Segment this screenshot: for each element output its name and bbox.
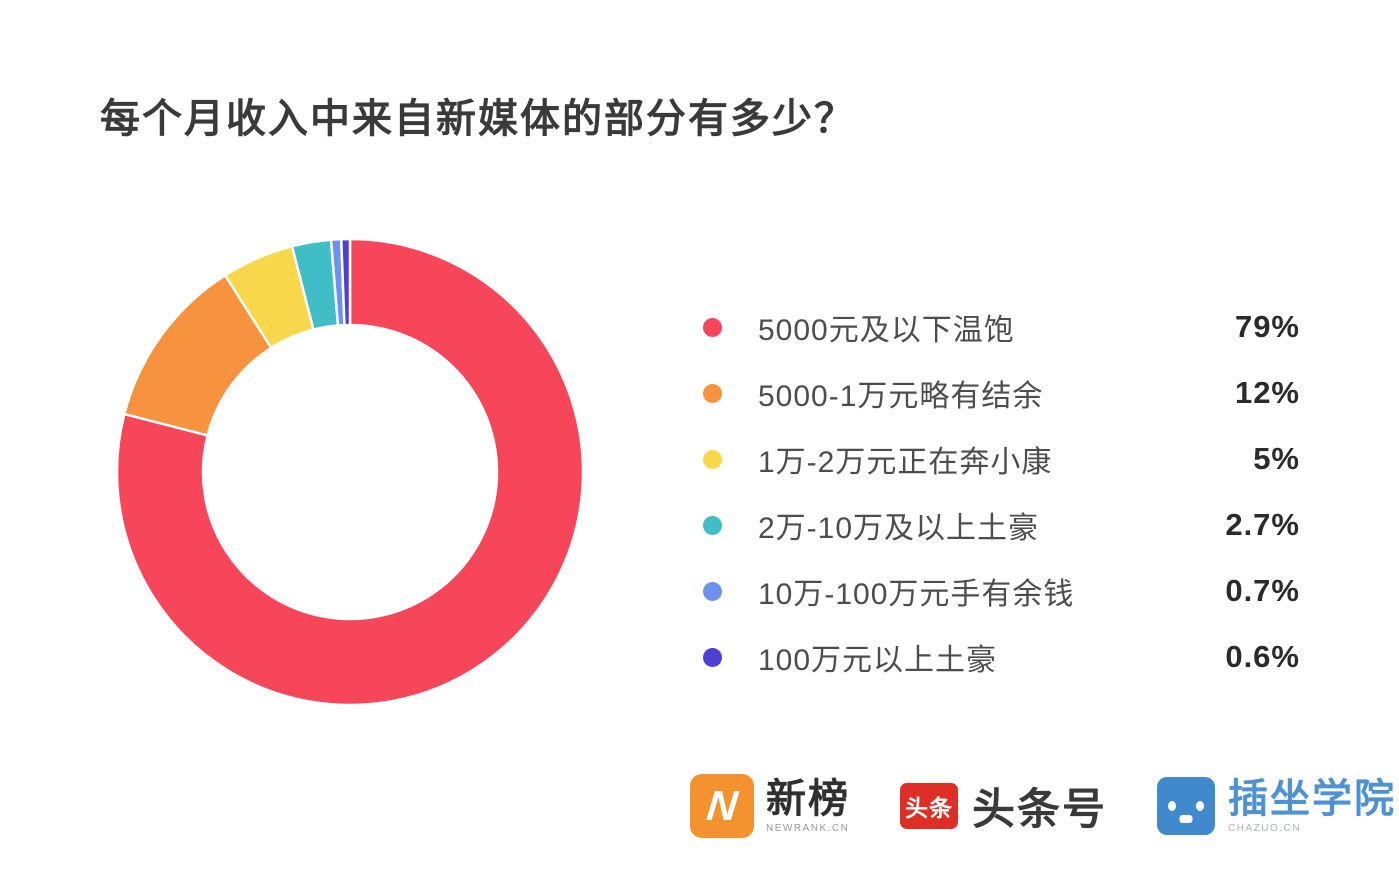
- legend-dot-icon: [703, 383, 722, 403]
- legend-value: 79%: [1234, 309, 1300, 344]
- toutiao-icon-text: 头条: [905, 795, 953, 821]
- legend-value: 2.7%: [1225, 507, 1300, 542]
- legend-value: 0.7%: [1225, 573, 1300, 608]
- robot-eye-icon: [1168, 801, 1176, 811]
- chart-title: 每个月收入中来自新媒体的部分有多少？: [100, 97, 856, 141]
- legend-label: 5000元及以下温饱: [758, 314, 1015, 347]
- legend-dot-icon: [703, 515, 722, 535]
- legend-dot-icon: [703, 581, 722, 601]
- newrank-n-icon: N: [690, 774, 754, 838]
- robot-mouth-icon: [1179, 815, 1193, 823]
- chazuo-robot-icon: [1157, 777, 1215, 835]
- chazuo-wordmark: 插坐学院: [1228, 776, 1396, 821]
- legend-dot-icon: [703, 449, 722, 469]
- legend-value: 0.6%: [1225, 639, 1300, 674]
- legend-item: 100万元以上土豪 0.6%: [703, 624, 1300, 690]
- legend-label: 1万-2万元正在奔小康: [758, 446, 1053, 479]
- legend-label: 5000-1万元略有结余: [758, 380, 1044, 413]
- legend-value: 5%: [1253, 441, 1300, 476]
- legend-item: 1万-2万元正在奔小康 5%: [703, 426, 1300, 492]
- robot-eye-icon: [1196, 801, 1204, 811]
- logo-toutiao: 头条 头条号: [900, 775, 1107, 837]
- donut-segment-0: [115, 237, 585, 707]
- sponsor-logos: N 新榜 NEWRANK.CN 头条 头条号 插坐学院 CHAZUO.CN: [690, 768, 1396, 844]
- newrank-domain: NEWRANK.CN: [766, 822, 850, 834]
- legend-item: 5000-1万元略有结余 12%: [703, 360, 1300, 426]
- legend-dot-icon: [703, 317, 722, 337]
- newrank-wordmark: 新榜: [766, 776, 850, 821]
- donut-segment-5: [339, 237, 352, 327]
- legend-item: 10万-100万元手有余钱 0.7%: [703, 558, 1300, 624]
- toutiao-icon: 头条: [900, 783, 958, 829]
- legend-item: 5000元及以下温饱 79%: [703, 294, 1300, 360]
- toutiao-wordmark: 头条号: [972, 786, 1107, 834]
- legend-label: 100万元以上土豪: [758, 644, 998, 677]
- legend-dot-icon: [703, 647, 722, 667]
- logo-newrank: N 新榜 NEWRANK.CN: [690, 774, 850, 838]
- legend-value: 12%: [1234, 375, 1300, 410]
- chazuo-domain: CHAZUO.CN: [1228, 822, 1301, 834]
- newrank-letter: N: [704, 782, 740, 829]
- legend-label: 2万-10万及以上土豪: [758, 512, 1040, 545]
- chart-legend: 5000元及以下温饱 79% 5000-1万元略有结余 12% 1万-2万元正在…: [703, 294, 1300, 690]
- logo-chazuo: 插坐学院 CHAZUO.CN: [1157, 777, 1396, 835]
- legend-label: 10万-100万元手有余钱: [758, 578, 1075, 611]
- legend-item: 2万-10万及以上土豪 2.7%: [703, 492, 1300, 558]
